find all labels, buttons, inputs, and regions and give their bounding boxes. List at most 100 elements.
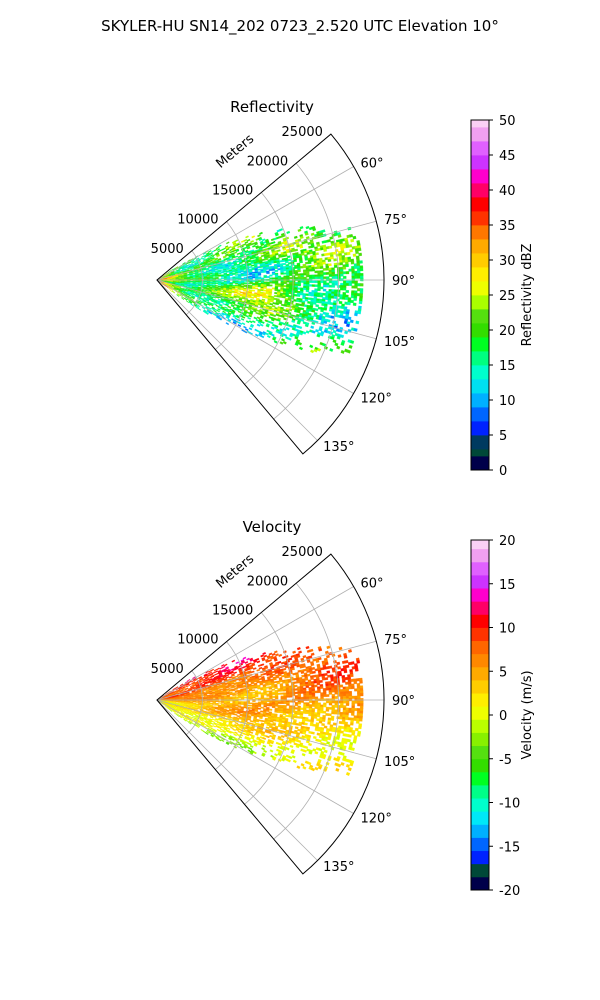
data-cell xyxy=(342,271,347,275)
data-cell xyxy=(292,277,296,280)
data-cell xyxy=(235,278,239,280)
data-cell xyxy=(323,248,327,252)
data-cell xyxy=(277,275,282,278)
data-cell xyxy=(220,290,224,293)
data-cell xyxy=(198,274,202,276)
data-cell xyxy=(299,226,304,230)
data-cell xyxy=(283,317,287,321)
data-cell xyxy=(304,298,309,302)
data-cell xyxy=(199,257,203,261)
data-cell xyxy=(269,303,274,306)
data-cell xyxy=(197,271,201,273)
colorbar-band xyxy=(471,393,489,408)
data-cell xyxy=(345,290,349,293)
data-cell xyxy=(279,228,283,232)
data-cell xyxy=(243,289,247,292)
data-cell xyxy=(181,297,185,300)
data-cell xyxy=(334,273,338,277)
data-cell xyxy=(260,321,265,324)
data-cell xyxy=(244,328,249,332)
azimuth-tick-label: 75° xyxy=(384,213,407,228)
data-cell xyxy=(287,255,291,259)
data-cell xyxy=(201,278,205,280)
data-cell xyxy=(294,276,299,280)
colorbar-band xyxy=(471,197,489,212)
data-cell xyxy=(296,310,301,314)
data-cell xyxy=(328,274,333,277)
data-cell xyxy=(283,269,287,272)
data-cell xyxy=(273,340,278,344)
azimuth-tick-label: 105° xyxy=(384,335,415,350)
data-cell xyxy=(334,282,338,286)
data-cell xyxy=(240,270,244,273)
azimuth-spoke xyxy=(156,279,318,441)
data-cell xyxy=(198,701,202,703)
data-cell xyxy=(329,348,334,352)
data-cell xyxy=(332,329,337,334)
data-cell xyxy=(221,280,225,282)
data-cell xyxy=(220,269,224,271)
data-cell xyxy=(169,289,173,292)
data-cell xyxy=(189,293,194,296)
data-cell xyxy=(271,241,276,244)
data-cell xyxy=(240,288,244,291)
data-cell xyxy=(246,282,250,285)
data-cell xyxy=(296,294,301,297)
data-cell xyxy=(323,272,327,275)
data-cell xyxy=(353,328,358,332)
data-cell xyxy=(349,234,354,238)
data-cell xyxy=(201,701,205,703)
data-cell xyxy=(220,694,225,696)
data-cell xyxy=(311,276,316,280)
data-cell xyxy=(347,316,352,321)
data-cell xyxy=(215,698,219,700)
data-cell xyxy=(170,288,174,291)
colorbar-tick-label: 50 xyxy=(499,114,516,129)
data-cell xyxy=(265,332,269,336)
data-cell xyxy=(198,704,202,706)
data-cell xyxy=(176,293,181,296)
colorbar-tick-label: 15 xyxy=(499,359,516,374)
data-cell xyxy=(310,325,315,329)
colorbar-band xyxy=(471,225,489,240)
data-cell xyxy=(266,314,271,317)
data-cell xyxy=(298,325,303,330)
data-cell xyxy=(274,266,278,270)
data-cell xyxy=(263,314,268,318)
data-cell xyxy=(277,284,282,287)
data-cell xyxy=(196,257,200,261)
data-cell xyxy=(243,325,247,329)
data-cell xyxy=(340,273,344,277)
data-cell xyxy=(345,264,349,268)
data-cell xyxy=(339,262,343,266)
data-cell xyxy=(299,266,304,269)
data-cell xyxy=(190,260,195,263)
colorbar-band xyxy=(471,407,489,422)
data-cell xyxy=(223,270,227,273)
data-cell xyxy=(299,260,303,264)
data-cell xyxy=(359,268,364,272)
data-cell xyxy=(269,281,273,284)
data-cell xyxy=(272,277,276,280)
data-cell xyxy=(195,276,199,278)
data-cell xyxy=(279,341,284,345)
data-cell xyxy=(297,238,302,242)
data-cell xyxy=(257,280,262,282)
data-cell xyxy=(310,245,315,249)
colorbar-band xyxy=(471,253,489,268)
data-cell xyxy=(252,280,256,282)
data-cell xyxy=(294,290,298,294)
data-cell xyxy=(201,281,205,283)
data-cell xyxy=(212,275,216,277)
data-cell xyxy=(305,330,310,334)
colorbar-band xyxy=(471,435,489,450)
data-cell xyxy=(314,308,319,312)
data-cell xyxy=(192,696,196,698)
colorbar-band xyxy=(471,120,489,128)
data-cell xyxy=(308,284,313,287)
data-cell xyxy=(323,307,328,311)
data-cell xyxy=(282,340,287,345)
data-cell xyxy=(342,287,347,291)
colorbar-band xyxy=(471,421,489,436)
data-cell xyxy=(257,266,261,269)
